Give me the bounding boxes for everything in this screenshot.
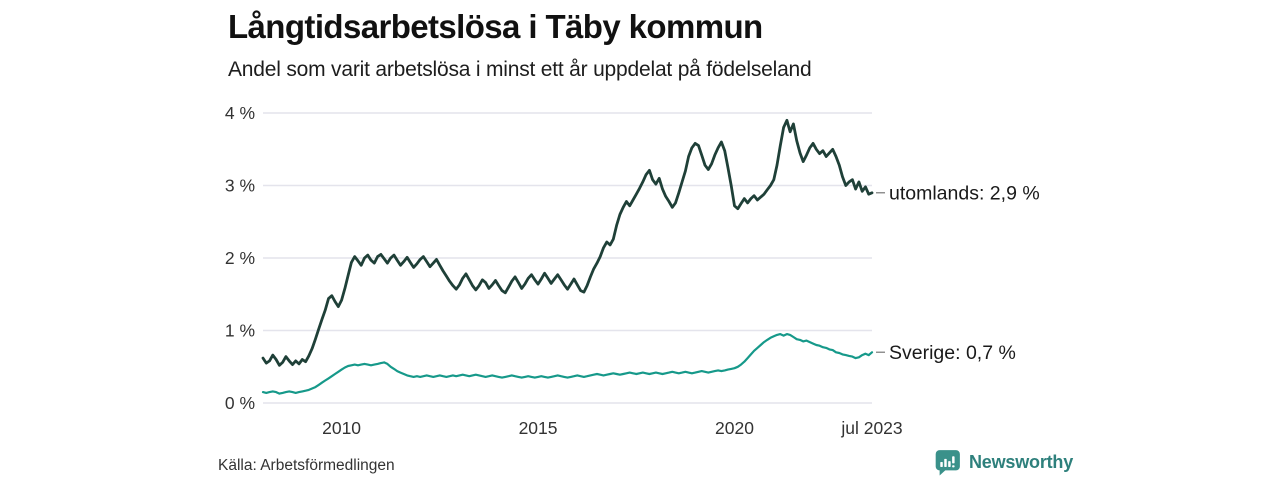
- x-axis-tick-label: 2020: [715, 418, 754, 438]
- y-axis-tick-label: 3 %: [225, 176, 255, 196]
- x-axis-tick-label: 2015: [519, 418, 558, 438]
- brand-logo: Newsworthy: [934, 449, 1073, 476]
- series-end-label-Sverige: Sverige: 0,7 %: [889, 342, 1016, 364]
- y-axis-tick-label: 0 %: [225, 393, 255, 413]
- brand-name: Newsworthy: [969, 452, 1074, 472]
- series-line-utomlands: [261, 118, 874, 367]
- y-axis-tick-label: 2 %: [225, 248, 255, 268]
- y-axis-tick-label: 1 %: [225, 321, 255, 341]
- source-note: Källa: Arbetsförmedlingen: [218, 457, 395, 474]
- chart-title: Långtidsarbetslösa i Täby kommun: [228, 8, 763, 45]
- series-line-Sverige: [261, 333, 874, 395]
- series-end-label-utomlands: utomlands: 2,9 %: [889, 182, 1040, 204]
- x-axis-tick-label: jul 2023: [840, 418, 902, 438]
- y-axis-tick-label: 4 %: [225, 103, 255, 123]
- newsworthy-speech-bubble-chart-icon: [935, 450, 960, 476]
- x-axis-tick-label: 2010: [322, 418, 361, 438]
- chart-subtitle: Andel som varit arbetslösa i minst ett å…: [228, 58, 812, 81]
